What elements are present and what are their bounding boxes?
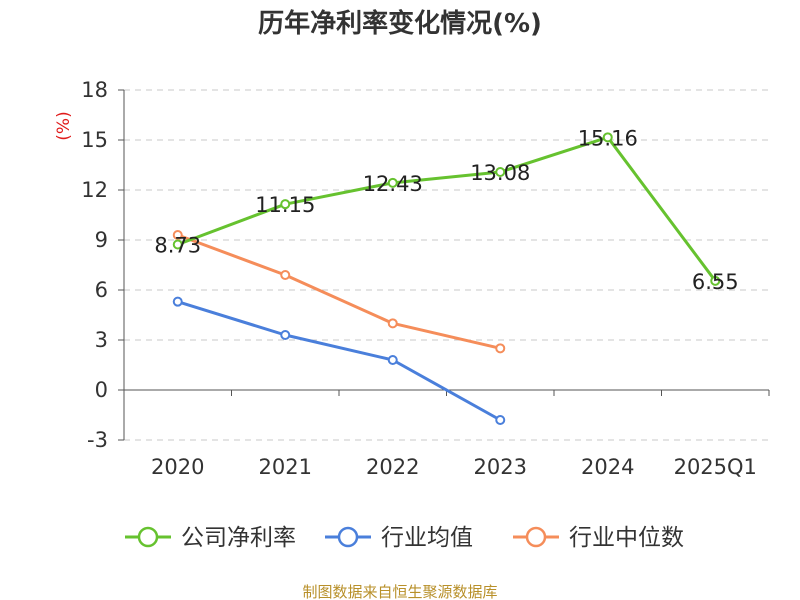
data-point[interactable] [280,270,291,280]
data-label: 13.08 [470,161,530,185]
grid [124,89,769,441]
data-label: 11.15 [255,193,315,217]
legend-marker-icon [525,526,547,548]
data-label: 15.16 [578,126,638,150]
data-label: 8.73 [154,234,201,258]
data-point[interactable] [280,199,291,210]
data-point[interactable] [495,415,506,425]
data-point[interactable] [172,296,183,307]
legend-item[interactable]: 行业中位数 [513,525,684,551]
data-point[interactable] [280,330,291,340]
y-tick-label: 9 [95,228,108,252]
data-point[interactable] [495,343,506,354]
data-label: 6.55 [692,270,739,294]
x-tick-label: 2021 [259,455,312,479]
chart-title: 历年净利率变化情况(%) [258,8,542,39]
legend-item[interactable]: 行业均值 [325,525,473,551]
legend[interactable]: 公司净利率 行业均值 行业中位数 [125,525,684,551]
y-tick-label: -3 [87,428,108,452]
legend-item[interactable]: 公司净利率 [125,525,296,551]
data-point[interactable] [387,318,398,329]
data-point[interactable] [387,355,398,365]
y-tick-label: 12 [81,178,108,202]
x-tick-label: 2025Q1 [674,455,757,479]
axes: -3 0 3 6 9 12 15 18 2020 2021 2022 2023 2024 2025Q1 [81,78,770,479]
y-tick-label: 0 [95,378,108,402]
data-point[interactable] [387,177,398,188]
series-line [176,135,717,283]
legend-label: 行业中位数 [569,525,684,551]
y-tick-label: 3 [95,328,108,352]
legend-marker-icon [137,526,159,548]
x-tick-label: 2022 [366,455,419,479]
legend-marker-icon [337,526,359,548]
data-labels: 8.73 11.15 12.43 13.08 15.16 6.55 [154,126,738,294]
data-point[interactable] [172,230,183,240]
y-axis-unit-label: (%) [54,111,74,140]
data-point[interactable] [495,167,506,177]
series-line [176,233,502,350]
y-tick-label: 6 [95,278,108,302]
y-tick-label: 15 [81,128,108,152]
y-tick-label: 18 [81,78,108,102]
data-point[interactable] [710,275,721,286]
x-tick-label: 2020 [151,455,204,479]
data-point[interactable] [602,132,613,143]
legend-label: 公司净利率 [181,525,296,551]
data-label: 12.43 [363,172,423,196]
x-tick-label: 2023 [474,455,527,479]
legend-label: 行业均值 [381,525,473,551]
x-tick-label: 2024 [581,455,634,479]
series-line [176,300,502,422]
series [172,132,721,425]
data-source-note: 制图数据来自恒生聚源数据库 [302,583,497,600]
data-point[interactable] [172,239,183,250]
